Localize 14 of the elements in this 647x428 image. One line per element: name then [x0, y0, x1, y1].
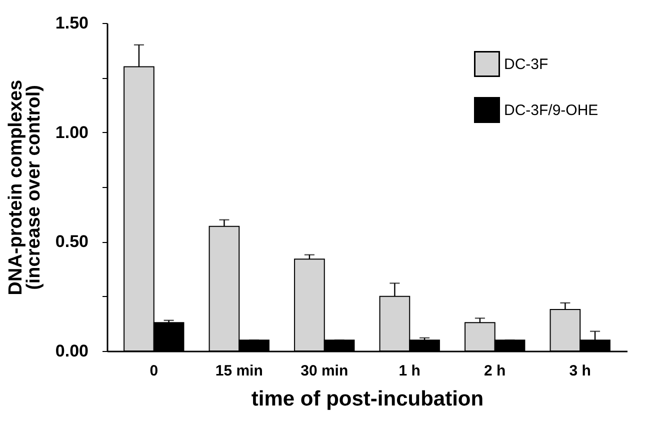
x-tick-label: 1 h [398, 362, 420, 380]
x-tick-label: 15 min [215, 362, 263, 380]
x-tick-label: 2 h [484, 362, 506, 380]
y-tick-label: 0.00 [55, 342, 88, 360]
y-tick-label: 1.00 [55, 122, 88, 142]
y-axis-title: DNA-protein complexes (increase over control) [5, 80, 44, 296]
legend-label: DC-3F [504, 56, 548, 73]
x-axis-title: time of post-incubation [251, 388, 484, 410]
x-tick-label: 0 [150, 362, 158, 380]
x-tick-label: 30 min [300, 362, 348, 380]
x-tick-label: 3 h [569, 362, 591, 380]
legend-label: DC-3F/9-OHE [504, 102, 598, 119]
y-tick-label: 1.50 [55, 14, 88, 32]
y-tick-label: 0.50 [55, 232, 88, 252]
